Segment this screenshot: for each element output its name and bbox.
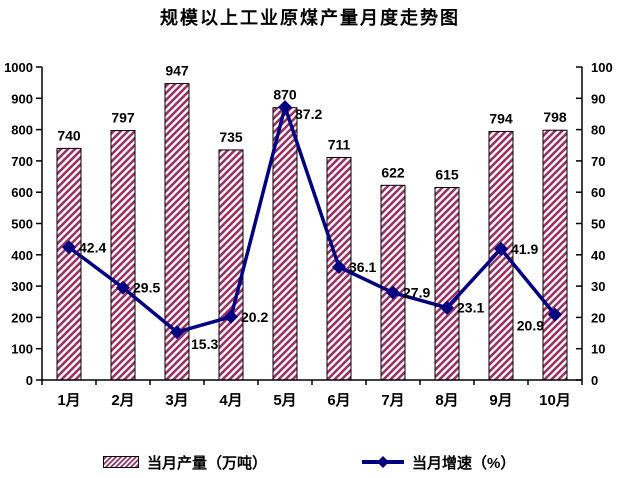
left-axis-tick-label: 1000 (4, 60, 33, 75)
diamond-marker (62, 240, 76, 255)
bar (380, 184, 406, 381)
right-axis-tick-label: 0 (591, 373, 598, 388)
right-axis-tick-label: 90 (591, 91, 605, 106)
right-axis-tick-label: 30 (591, 279, 605, 294)
line-value-label: 15.3 (191, 336, 218, 352)
diamond-marker (548, 307, 562, 322)
line-diamond-swatch-icon (362, 456, 404, 468)
diamond-marker (440, 300, 454, 315)
left-axis-tick-label: 300 (11, 279, 33, 294)
growth-rate-line (67, 105, 557, 334)
left-axis-tick-label: 0 (26, 373, 33, 388)
x-axis-category-label: 4月 (219, 392, 242, 409)
x-axis-category-label: 5月 (273, 392, 296, 409)
bar (218, 149, 244, 381)
bar-value-label: 740 (57, 127, 81, 143)
line-value-label: 36.1 (349, 259, 376, 275)
line-value-label: 27.9 (403, 285, 430, 301)
x-axis-category-label: 2月 (111, 392, 134, 409)
right-axis-tick-label: 10 (591, 342, 605, 357)
x-axis-category-label: 1月 (57, 392, 80, 409)
diamond-marker (224, 309, 238, 324)
left-axis-tick-label: 900 (11, 91, 33, 106)
x-axis-category-label: 6月 (327, 392, 350, 409)
diamond-marker (116, 280, 130, 295)
bar (56, 147, 82, 381)
line-value-label: 20.2 (241, 309, 268, 325)
diamond-marker (278, 100, 292, 115)
hatched-bar-swatch-icon (103, 456, 139, 468)
x-axis-category-label: 3月 (165, 392, 188, 409)
diamond-marker (332, 260, 346, 275)
bar-value-label: 794 (489, 110, 513, 126)
left-axis-tick-label: 700 (11, 154, 33, 169)
legend-item-growth-rate: 当月增速（%） (362, 450, 515, 474)
legend-label-growth-rate: 当月增速（%） (412, 454, 516, 472)
right-axis-tick-label: 50 (591, 217, 605, 232)
bar (542, 129, 568, 381)
line-value-label: 41.9 (511, 241, 538, 257)
x-axis-category-label: 7月 (381, 392, 404, 409)
diamond-marker (170, 325, 184, 340)
bar (272, 107, 298, 381)
line-value-label: 29.5 (133, 280, 160, 296)
left-axis-tick-label: 200 (11, 310, 33, 325)
line-value-label: 23.1 (457, 300, 484, 316)
x-axis-category-label: 10月 (539, 392, 571, 409)
right-axis-tick-label: 40 (591, 248, 605, 263)
right-axis-tick-label: 100 (591, 60, 613, 75)
bar-value-label: 711 (328, 136, 351, 152)
left-axis-tick-label: 100 (11, 342, 33, 357)
diamond-marker (386, 285, 400, 300)
bar-value-label: 622 (381, 164, 405, 180)
left-axis-tick-label: 400 (11, 248, 33, 263)
right-axis-tick-label: 60 (591, 185, 605, 200)
bar (110, 130, 136, 381)
chart-title: 规模以上工业原煤产量月度走势图 (160, 8, 460, 28)
left-axis-tick-label: 600 (11, 185, 33, 200)
right-axis-tick-label: 80 (591, 123, 605, 138)
x-axis-category-label: 9月 (489, 392, 512, 409)
line-value-label: 20.9 (517, 318, 544, 334)
bar (434, 187, 460, 381)
line-value-label: 42.4 (79, 239, 106, 255)
bar-value-label: 797 (111, 110, 135, 126)
left-axis-tick-label: 500 (11, 217, 33, 232)
bar-value-label: 615 (435, 167, 459, 183)
legend-label-production: 当月产量（万吨） (147, 454, 268, 472)
bar-value-label: 947 (165, 63, 189, 79)
diamond-marker (494, 241, 508, 256)
bar-value-label: 798 (543, 109, 567, 125)
right-axis-tick-label: 70 (591, 154, 605, 169)
bar-value-label: 735 (219, 129, 243, 145)
line-value-label: 87.2 (295, 106, 322, 122)
left-axis-tick-label: 800 (11, 123, 33, 138)
x-axis-category-label: 8月 (435, 392, 458, 409)
right-axis-tick-label: 20 (591, 310, 605, 325)
legend-item-production: 当月产量（万吨） (103, 450, 267, 474)
bar-value-label: 870 (273, 87, 297, 103)
